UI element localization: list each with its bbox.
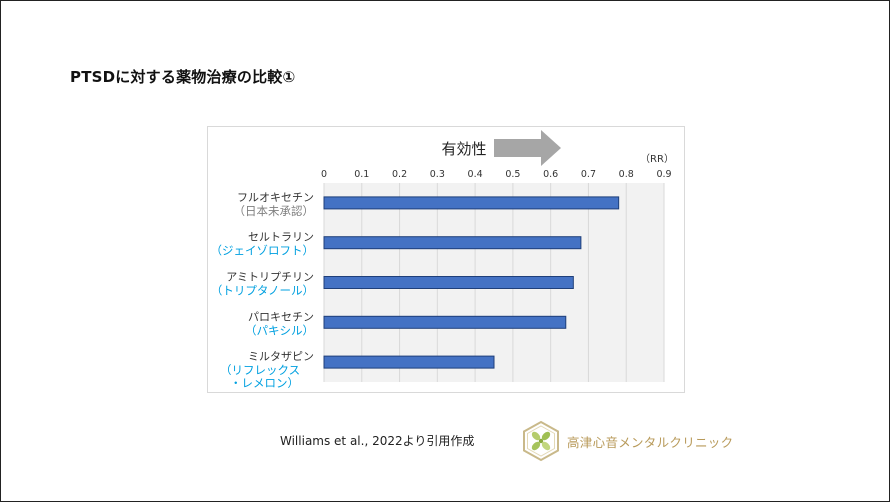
category-sublabel: （パキシル） [245,323,314,337]
citation: Williams et al., 2022より引用作成 [280,434,475,448]
x-tick-label: 0.3 [430,169,445,180]
category-sublabel: （トリプタノール） [211,284,314,298]
x-tick-label: 0.9 [656,169,671,180]
clinic-logo-icon [523,420,559,462]
clinic-name: 高津心音メンタルクリニック [567,435,734,450]
category-label: アミトリプチリン [226,271,314,284]
x-tick-label: 0.8 [619,169,634,180]
x-tick-label: 0.7 [581,169,596,180]
x-tick-label: 0.1 [354,169,369,180]
category-sublabel: ・レメロン） [230,376,299,390]
category-label: パロキセチン [248,310,314,323]
efficacy-arrow-icon [494,130,561,166]
category-sublabel: （日本未承認） [234,204,315,218]
category-sublabel: （リフレックス [220,363,300,377]
bar-chart: 0 0.1 0.2 0.3 0.4 0.5 0.6 0.7 0.8 0.9 （RR） 有効性フルオキセ… [211,130,674,390]
category-label: フルオキセチン [237,191,314,204]
x-tick-label: 0.5 [505,169,520,180]
category-label: ミルタザピン [248,350,314,363]
slide-title: PTSDに対する薬物治療の比較① [70,68,296,86]
chart-container: 0 0.1 0.2 0.3 0.4 0.5 0.6 0.7 0.8 0.9 （RR） 有効性フルオキセ… [207,126,685,393]
bar [323,276,574,289]
bar [323,355,495,369]
unit-label: （RR） [640,153,674,165]
efficacy-arrow-label: 有効性 [441,140,486,158]
x-tick-label: 0.4 [468,169,483,180]
x-tick-label: 0.2 [392,169,407,180]
bar [323,236,582,250]
x-tick-label: 0.6 [543,169,558,180]
bar [323,315,567,329]
category-label: セルトラリン [248,231,314,244]
category-sublabel: （ジェイゾロフト） [211,244,315,258]
bar [323,196,620,210]
x-tick-label: 0 [321,169,327,180]
